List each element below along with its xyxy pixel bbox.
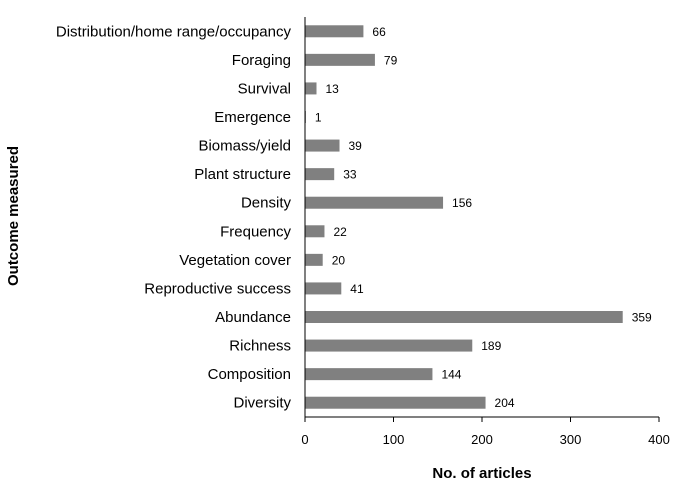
bar bbox=[305, 311, 623, 323]
data-label: 144 bbox=[441, 368, 461, 382]
data-label: 204 bbox=[495, 396, 515, 410]
x-tick-label: 300 bbox=[560, 432, 582, 447]
data-labels: 66 79 13 1 39 33 156 22 20 41 359 189 144 204 bbox=[315, 25, 652, 410]
data-label: 189 bbox=[481, 339, 501, 353]
category-label: Vegetation cover bbox=[179, 252, 291, 269]
x-tick-label: 100 bbox=[383, 432, 405, 447]
y-axis-title: Outcome measured bbox=[5, 146, 22, 286]
bar bbox=[305, 196, 444, 209]
data-label: 41 bbox=[350, 282, 364, 296]
data-label: 33 bbox=[343, 168, 357, 182]
x-axis-title: No. of articles bbox=[432, 465, 531, 482]
category-label: Composition bbox=[208, 366, 291, 383]
bar bbox=[305, 368, 433, 381]
bar bbox=[305, 339, 473, 352]
x-tick-label: 0 bbox=[301, 432, 308, 447]
data-label: 156 bbox=[452, 196, 472, 210]
x-tick-label: 200 bbox=[471, 432, 493, 447]
category-labels: Distribution/home range/occupancy Foragin… bbox=[56, 23, 292, 411]
data-label: 79 bbox=[384, 53, 398, 67]
category-label: Diversity bbox=[233, 395, 291, 412]
category-label: Emergence bbox=[214, 109, 291, 126]
category-label: Abundance bbox=[215, 309, 291, 326]
data-label: 39 bbox=[349, 139, 363, 153]
category-label: Survival bbox=[238, 80, 291, 97]
x-ticks: 0 100 200 300 400 bbox=[301, 417, 670, 447]
x-tick-label: 400 bbox=[648, 432, 670, 447]
category-label: Richness bbox=[229, 338, 291, 355]
data-label: 13 bbox=[326, 82, 340, 96]
bar bbox=[305, 82, 317, 95]
category-label: Biomass/yield bbox=[198, 138, 291, 155]
bar bbox=[305, 53, 375, 66]
bars-group bbox=[305, 25, 623, 409]
bar bbox=[305, 253, 323, 266]
bar bbox=[305, 168, 335, 181]
data-label: 66 bbox=[372, 25, 386, 39]
bar bbox=[305, 225, 325, 238]
category-label: Distribution/home range/occupancy bbox=[56, 23, 292, 40]
data-label: 359 bbox=[632, 311, 652, 325]
bar bbox=[305, 139, 340, 152]
data-label: 20 bbox=[332, 253, 346, 267]
category-label: Foraging bbox=[232, 52, 291, 69]
bar bbox=[305, 396, 486, 409]
category-label: Density bbox=[241, 195, 292, 212]
data-label: 1 bbox=[315, 111, 322, 125]
category-label: Frequency bbox=[220, 223, 291, 240]
data-label: 22 bbox=[333, 225, 347, 239]
bar bbox=[305, 25, 364, 38]
category-label: Plant structure bbox=[194, 166, 291, 183]
category-label: Reproductive success bbox=[144, 280, 291, 297]
bar bbox=[305, 282, 342, 295]
